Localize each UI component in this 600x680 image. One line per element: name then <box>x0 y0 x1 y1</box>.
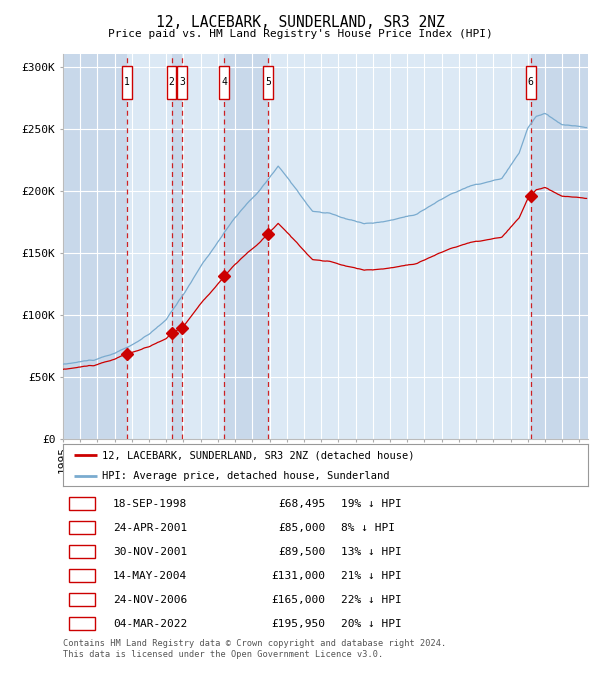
Text: 2: 2 <box>169 78 175 87</box>
Bar <box>172 54 182 439</box>
FancyBboxPatch shape <box>167 66 176 99</box>
Text: 12, LACEBARK, SUNDERLAND, SR3 2NZ: 12, LACEBARK, SUNDERLAND, SR3 2NZ <box>155 15 445 30</box>
Text: 14-MAY-2004: 14-MAY-2004 <box>113 571 187 581</box>
Text: 3: 3 <box>79 547 85 557</box>
FancyBboxPatch shape <box>526 66 536 99</box>
Text: 30-NOV-2001: 30-NOV-2001 <box>113 547 187 557</box>
Text: 6: 6 <box>79 619 85 629</box>
FancyBboxPatch shape <box>70 617 95 630</box>
Text: 4: 4 <box>79 571 85 581</box>
Text: 1: 1 <box>79 498 85 509</box>
Text: 24-APR-2001: 24-APR-2001 <box>113 523 187 532</box>
Bar <box>268 54 530 439</box>
Text: £165,000: £165,000 <box>271 595 325 605</box>
Bar <box>182 54 224 439</box>
Text: 18-SEP-1998: 18-SEP-1998 <box>113 498 187 509</box>
Text: 12, LACEBARK, SUNDERLAND, SR3 2NZ (detached house): 12, LACEBARK, SUNDERLAND, SR3 2NZ (detac… <box>103 450 415 460</box>
Text: 6: 6 <box>528 78 533 87</box>
FancyBboxPatch shape <box>263 66 272 99</box>
Text: 13% ↓ HPI: 13% ↓ HPI <box>341 547 402 557</box>
FancyBboxPatch shape <box>70 545 95 558</box>
Bar <box>127 54 172 439</box>
Text: £85,000: £85,000 <box>278 523 325 532</box>
Text: 19% ↓ HPI: 19% ↓ HPI <box>341 498 402 509</box>
Text: 2: 2 <box>79 523 85 532</box>
Text: 22% ↓ HPI: 22% ↓ HPI <box>341 595 402 605</box>
Text: HPI: Average price, detached house, Sunderland: HPI: Average price, detached house, Sund… <box>103 471 390 481</box>
Text: 5: 5 <box>265 78 271 87</box>
Text: 1: 1 <box>124 78 130 87</box>
Text: 20% ↓ HPI: 20% ↓ HPI <box>341 619 402 629</box>
Text: £131,000: £131,000 <box>271 571 325 581</box>
Text: 3: 3 <box>179 78 185 87</box>
FancyBboxPatch shape <box>70 497 95 510</box>
FancyBboxPatch shape <box>220 66 229 99</box>
FancyBboxPatch shape <box>70 521 95 534</box>
Text: £89,500: £89,500 <box>278 547 325 557</box>
Text: Contains HM Land Registry data © Crown copyright and database right 2024.
This d: Contains HM Land Registry data © Crown c… <box>63 639 446 659</box>
FancyBboxPatch shape <box>177 66 187 99</box>
Text: 8% ↓ HPI: 8% ↓ HPI <box>341 523 395 532</box>
Text: Price paid vs. HM Land Registry's House Price Index (HPI): Price paid vs. HM Land Registry's House … <box>107 29 493 39</box>
Text: £68,495: £68,495 <box>278 498 325 509</box>
FancyBboxPatch shape <box>70 569 95 582</box>
Bar <box>224 54 268 439</box>
Bar <box>63 54 127 439</box>
Text: 24-NOV-2006: 24-NOV-2006 <box>113 595 187 605</box>
Text: 04-MAR-2022: 04-MAR-2022 <box>113 619 187 629</box>
Text: 4: 4 <box>221 78 227 87</box>
Text: £195,950: £195,950 <box>271 619 325 629</box>
Bar <box>530 54 588 439</box>
FancyBboxPatch shape <box>70 593 95 607</box>
FancyBboxPatch shape <box>122 66 132 99</box>
Text: 5: 5 <box>79 595 85 605</box>
Text: 21% ↓ HPI: 21% ↓ HPI <box>341 571 402 581</box>
